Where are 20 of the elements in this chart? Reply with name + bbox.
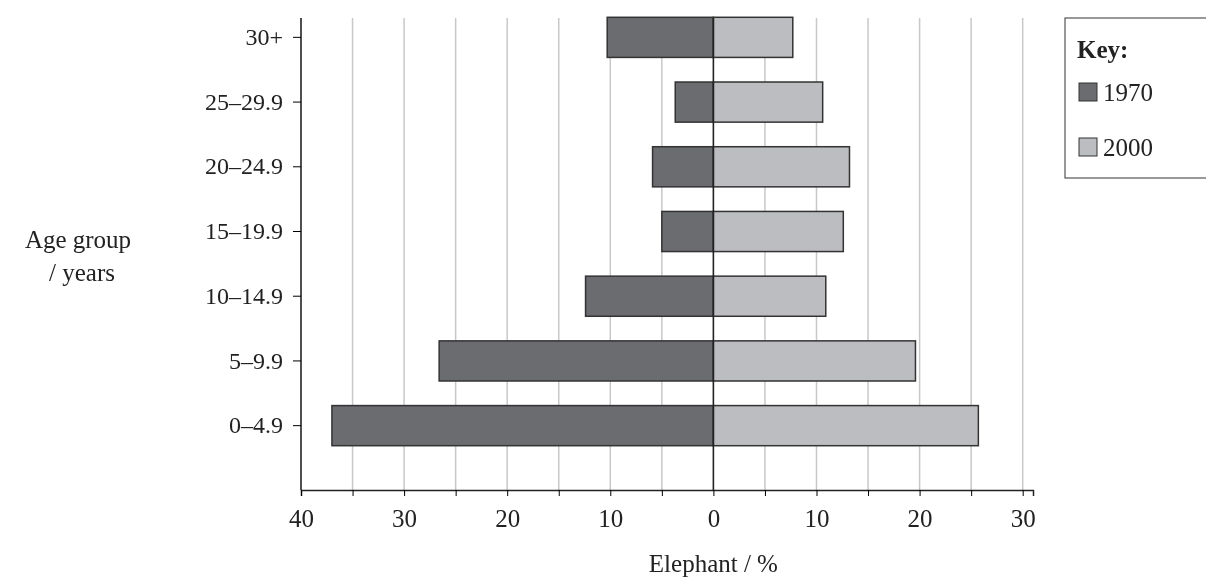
x-tick-label: 10 bbox=[598, 504, 624, 532]
x-axis-title: Elephant / % bbox=[648, 550, 778, 577]
y-axis-title: Age group / years bbox=[24, 226, 132, 286]
y-tick-label: 10–14.9 bbox=[205, 282, 283, 309]
x-tick-label: 0 bbox=[707, 504, 721, 532]
legend-label: 2000 bbox=[1103, 134, 1153, 161]
y-tick-label: 15–19.9 bbox=[205, 218, 283, 245]
y-tick-label: 30+ bbox=[245, 24, 283, 51]
x-tick-label: 30 bbox=[1010, 504, 1036, 532]
x-tick-label: 20 bbox=[907, 504, 933, 532]
legend-title: Key: bbox=[1077, 36, 1129, 63]
legend-label: 1970 bbox=[1103, 79, 1153, 106]
y-tick-label: 5–9.9 bbox=[229, 347, 283, 374]
x-tick-label: 30 bbox=[392, 504, 418, 532]
x-tick-label: 20 bbox=[495, 504, 521, 532]
x-tick-label: 40 bbox=[289, 504, 314, 532]
x-tick-label: 10 bbox=[804, 504, 830, 532]
y-tick-label: 20–24.9 bbox=[205, 153, 283, 180]
y-tick-label: 0–4.9 bbox=[229, 412, 283, 439]
y-tick-label: 25–29.9 bbox=[205, 88, 283, 115]
